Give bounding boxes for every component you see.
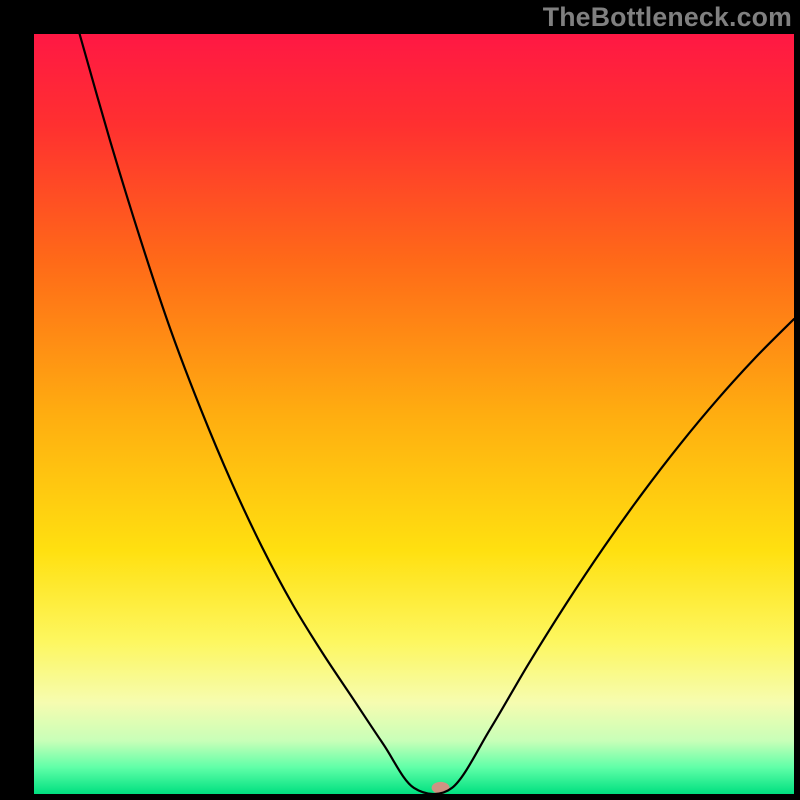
bottleneck-curve <box>80 34 794 794</box>
plot-area <box>34 34 794 794</box>
curve-layer <box>34 34 794 794</box>
chart-root: TheBottleneck.com <box>0 0 800 800</box>
watermark-text: TheBottleneck.com <box>543 2 792 33</box>
